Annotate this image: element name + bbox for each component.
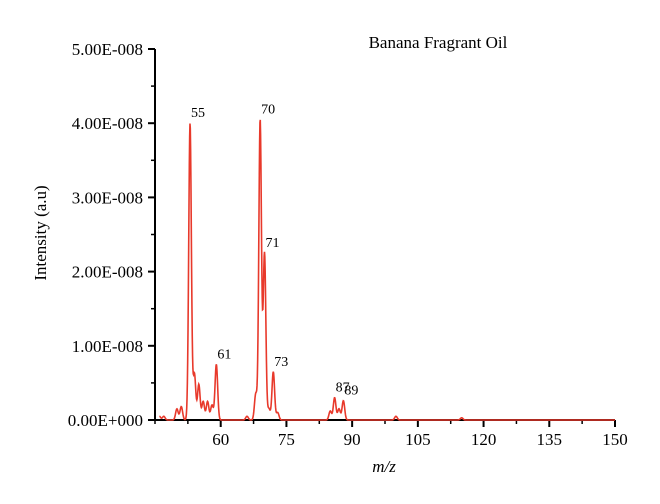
- x-tick-label: 135: [537, 430, 563, 449]
- y-tick-label: 3.00E-008: [72, 188, 143, 207]
- y-tick-label: 1.00E-008: [72, 337, 143, 356]
- peak-label: 61: [217, 347, 231, 362]
- spectrum-line: [159, 119, 615, 421]
- chart-title: Banana Fragrant Oil: [369, 33, 508, 52]
- x-ticks: 60 75 90 105 120 135 150: [154, 420, 628, 449]
- peak-label: 73: [274, 355, 288, 370]
- peak-label: 87: [336, 381, 350, 396]
- y-tick-label: 2.00E-008: [72, 263, 143, 282]
- axes: [154, 49, 615, 421]
- x-tick-label: 120: [471, 430, 497, 449]
- peak-label: 89: [344, 384, 358, 399]
- y-tick-label: 5.00E-008: [72, 40, 143, 59]
- x-tick-label: 75: [278, 430, 295, 449]
- x-tick-label: 60: [212, 430, 229, 449]
- x-tick-label: 150: [602, 430, 628, 449]
- peak-label: 70: [261, 102, 275, 117]
- y-tick-label: 0.00E+000: [68, 411, 143, 430]
- x-tick-label: 105: [405, 430, 431, 449]
- peak-label: 71: [266, 236, 280, 251]
- peak-label: 55: [191, 106, 205, 121]
- y-ticks: 0.00E+000 1.00E-008 2.00E-008 3.00E-008 4.00…: [68, 40, 155, 430]
- y-axis-title: Intensity (a.u): [31, 185, 50, 280]
- x-tick-label: 90: [344, 430, 361, 449]
- x-axis-title: m/z: [372, 457, 396, 476]
- y-tick-label: 4.00E-008: [72, 114, 143, 133]
